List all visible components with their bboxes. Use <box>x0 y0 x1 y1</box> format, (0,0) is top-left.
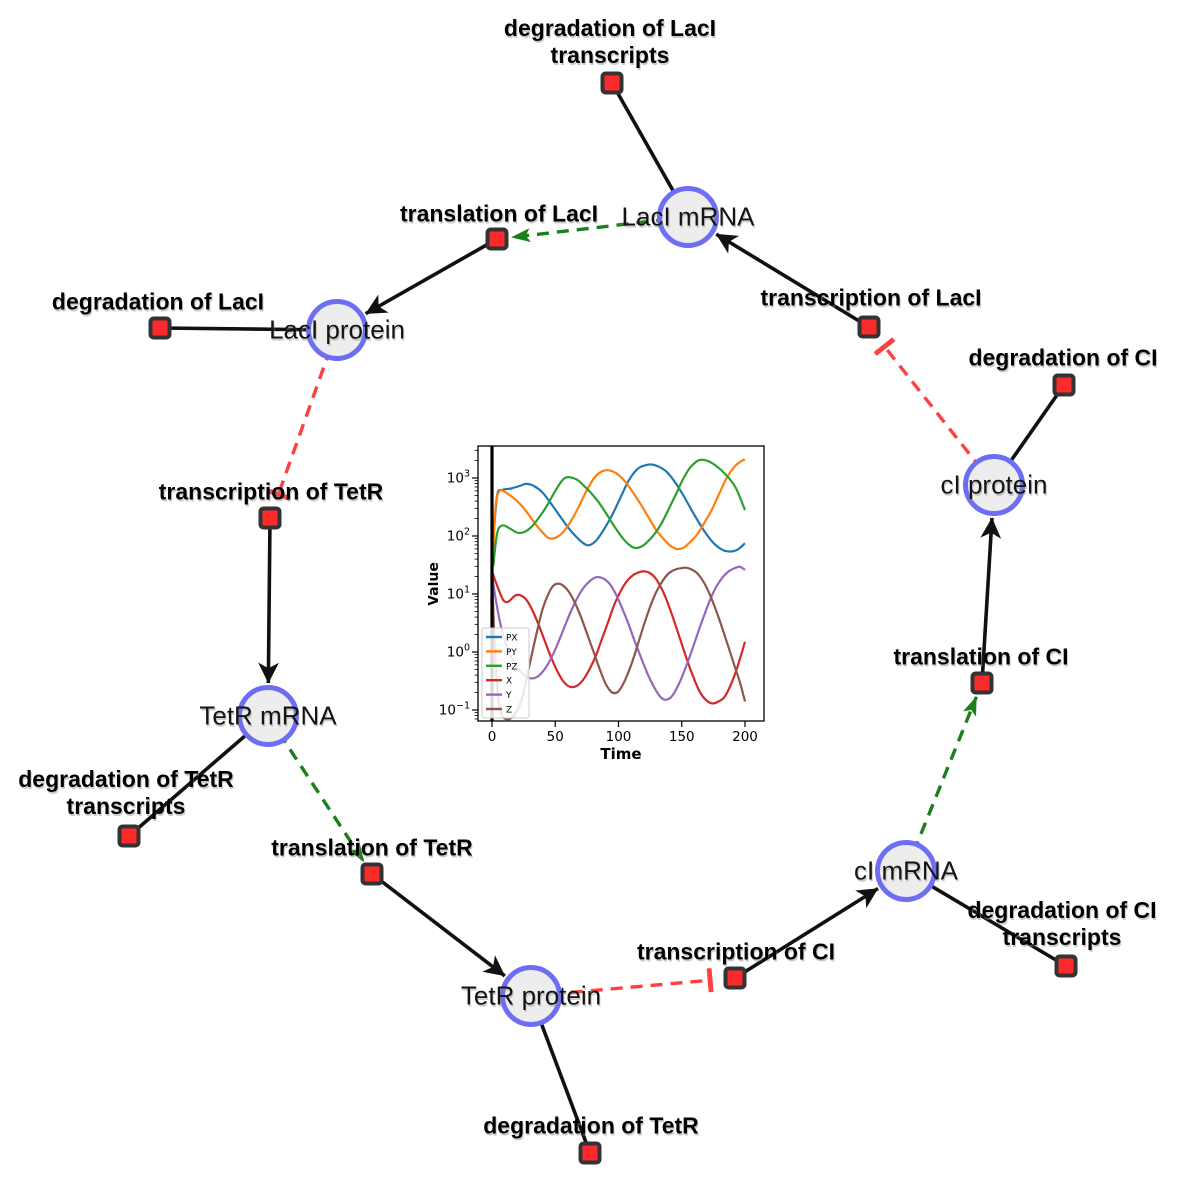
reaction-node-deg-ci <box>1052 373 1076 397</box>
legend-label-PZ: PZ <box>506 662 518 672</box>
reaction-node-deg-tetr <box>578 1141 602 1165</box>
reaction-node-transl-laci <box>485 227 509 251</box>
reaction-label-transl-tetr: translation of TetR <box>271 834 473 861</box>
species-label-tetr-mrna: TetR mRNA <box>199 700 337 731</box>
reaction-label-transc-ci: transcription of CI <box>636 938 836 965</box>
species-node-ci-protein <box>963 454 1025 516</box>
reaction-label-deg-laci-tr: degradation of LacI transcripts <box>503 15 717 68</box>
reaction-label-deg-tetr-tr: degradation of TetR transcripts <box>18 766 234 819</box>
series-PX-line <box>492 463 746 553</box>
edge-line-ci-mrna-to-deg-ci-tr <box>905 869 1067 968</box>
legend-label-X: X <box>506 677 512 687</box>
species-node-tetr-mrna <box>237 685 299 747</box>
y-tick-label-1e0: 100 <box>447 643 470 661</box>
y-tick-label-1e2: 102 <box>447 527 470 545</box>
x-tick-label-150: 150 <box>669 729 695 745</box>
species-label-ci-mrna: cI mRNA <box>854 855 958 886</box>
species-label-ci-protein: cI protein <box>940 469 1048 500</box>
edge-arrow-transc-laci-to-laci-mrna <box>715 232 870 329</box>
reaction-node-transc-tetr <box>258 506 282 530</box>
reaction-node-deg-laci <box>148 316 172 340</box>
reaction-label-transc-tetr: transcription of TetR <box>158 478 384 505</box>
species-node-laci-mrna <box>657 186 719 248</box>
x-tick-label-0: 0 <box>488 729 497 745</box>
x-tick-label-50: 50 <box>547 729 564 745</box>
edge-arrow-transl-tetr-to-tetr-protein <box>370 872 506 978</box>
legend-label-PX: PX <box>506 634 518 644</box>
reaction-node-transl-tetr <box>360 862 384 886</box>
y-tick-label-1e3: 103 <box>447 469 470 487</box>
species-label-tetr-protein: TetR protein <box>460 980 602 1011</box>
x-axis-label: Time <box>600 745 641 763</box>
edge-arrow-transc-ci-to-ci-mrna <box>734 886 879 980</box>
species-label-laci-mrna: LacI mRNA <box>621 201 755 232</box>
reaction-label-transl-laci: translation of LacI <box>399 200 599 227</box>
x-tick-label-200: 200 <box>732 729 758 745</box>
edge-arrow-transl-laci-to-laci-protein <box>364 237 498 316</box>
species-node-tetr-protein <box>500 965 562 1027</box>
reaction-node-transc-laci <box>857 315 881 339</box>
reaction-node-deg-laci-tr <box>600 71 624 95</box>
reaction-label-transc-laci: transcription of LacI <box>760 284 982 311</box>
reaction-node-transc-ci <box>723 966 747 990</box>
reaction-node-transl-ci <box>970 671 994 695</box>
reaction-node-deg-tetr-tr <box>117 824 141 848</box>
timeseries-inset-chart: 0 50 100 150 20010−1100101102103TimeValuePXP… <box>428 445 765 763</box>
y-axis-label: Value <box>428 562 442 606</box>
reaction-label-deg-laci: degradation of LacI <box>51 288 265 315</box>
y-tick-label-1e1: 101 <box>447 585 470 603</box>
series-Z-line <box>490 566 747 721</box>
reaction-label-deg-ci-tr: degradation of CI transcripts <box>967 897 1157 950</box>
x-tick-label-100: 100 <box>606 729 632 745</box>
edge-arrow-transc-tetr-to-tetr-mrna <box>258 517 279 684</box>
species-node-ci-mrna <box>875 840 937 902</box>
reaction-label-deg-ci: degradation of CI <box>968 344 1158 371</box>
legend-label-PY: PY <box>506 648 517 658</box>
species-label-laci-protein: LacI protein <box>269 314 405 345</box>
legend-label-Z: Z <box>506 706 512 716</box>
chart-legend: PX PY PZ XYZ <box>481 627 530 719</box>
edge-arrow-transl-ci-to-ci-protein <box>980 517 1002 684</box>
reaction-label-deg-tetr: degradation of TetR <box>483 1112 699 1139</box>
reaction-label-transl-ci: translation of CI <box>893 643 1069 670</box>
species-node-laci-protein <box>306 299 368 361</box>
series-PZ-line <box>492 458 747 567</box>
series-Y-line <box>490 565 746 701</box>
chart-frame <box>477 445 765 722</box>
series-PY-line <box>492 458 746 551</box>
reaction-node-deg-ci-tr <box>1054 954 1078 978</box>
y-tick-label-1e-1: 10−1 <box>439 701 470 719</box>
legend-label-Y: Y <box>505 691 512 701</box>
